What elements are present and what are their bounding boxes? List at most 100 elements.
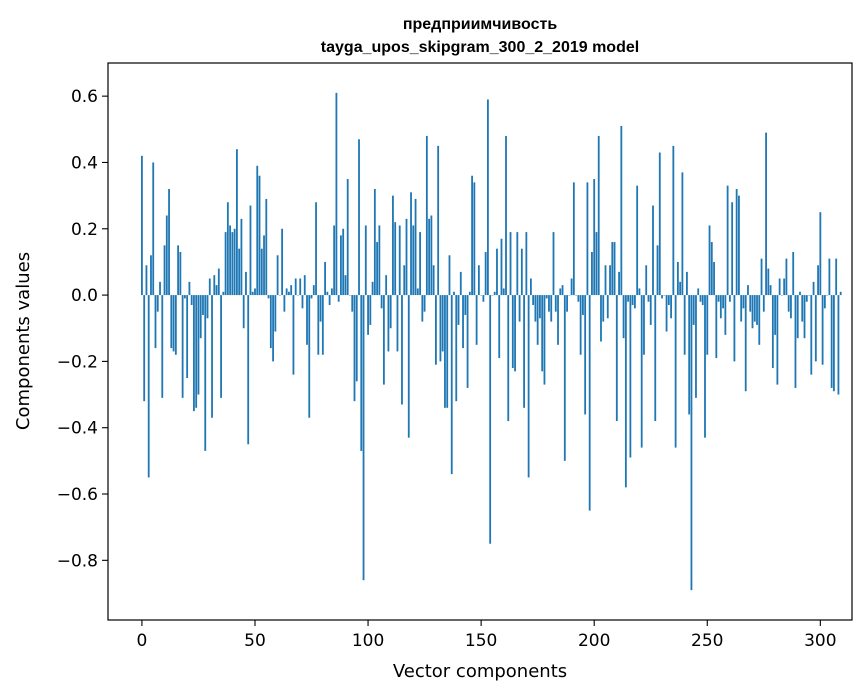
- bar: [466, 295, 469, 388]
- y-tick-label: −0.4: [57, 419, 98, 439]
- bar: [355, 295, 358, 382]
- bar: [152, 162, 155, 296]
- bar: [708, 225, 711, 296]
- bar: [529, 278, 532, 296]
- bar: [441, 295, 444, 352]
- y-tick-label: 0.0: [71, 286, 98, 306]
- x-tick-label: 100: [352, 631, 384, 651]
- bar: [170, 295, 173, 349]
- bar: [220, 295, 222, 398]
- bar: [532, 295, 535, 306]
- bar: [715, 295, 718, 359]
- bar: [421, 295, 424, 322]
- bar: [552, 232, 555, 296]
- bar: [274, 295, 277, 332]
- bar: [360, 295, 363, 451]
- bar: [799, 291, 801, 296]
- bar: [364, 225, 367, 296]
- bar: [545, 295, 548, 299]
- bar: [593, 179, 596, 296]
- bar: [794, 295, 797, 388]
- bar: [145, 265, 148, 296]
- bar: [699, 295, 702, 302]
- bar: [548, 295, 550, 312]
- bar: [283, 295, 286, 312]
- bar: [622, 295, 625, 339]
- bar: [215, 285, 218, 296]
- bar: [819, 212, 822, 296]
- bar: [229, 225, 232, 296]
- bar: [783, 278, 786, 296]
- bar: [823, 295, 826, 309]
- bar: [353, 295, 356, 402]
- bars-group: [141, 92, 842, 591]
- bar: [290, 285, 293, 296]
- bar: [767, 268, 770, 296]
- bar: [638, 288, 641, 296]
- bar: [450, 295, 453, 475]
- bar: [294, 278, 297, 296]
- bar: [403, 265, 406, 296]
- bar: [550, 295, 553, 322]
- bar: [254, 288, 256, 296]
- bar: [733, 295, 736, 362]
- bar: [457, 295, 460, 325]
- bar: [238, 248, 241, 296]
- bar: [683, 295, 686, 355]
- bar: [810, 295, 813, 375]
- bar: [459, 271, 462, 296]
- bar: [208, 278, 211, 296]
- x-tick-label: 250: [691, 631, 723, 651]
- y-tick-label: −0.2: [57, 352, 98, 372]
- bar: [765, 132, 767, 296]
- bar: [557, 295, 559, 345]
- bar: [792, 251, 795, 296]
- bar: [722, 295, 725, 309]
- bar: [195, 295, 198, 408]
- bar: [756, 295, 758, 325]
- bar: [226, 202, 229, 296]
- bar: [394, 222, 397, 296]
- bar: [643, 295, 645, 355]
- bar: [373, 188, 376, 296]
- bar: [335, 92, 338, 296]
- bar: [624, 295, 627, 488]
- bar: [634, 295, 636, 309]
- y-tick-label: −0.8: [57, 551, 98, 571]
- bar: [640, 295, 643, 448]
- y-tick-label: 0.4: [71, 153, 98, 173]
- bar: [231, 232, 234, 296]
- bar: [817, 265, 819, 296]
- y-tick-label: 0.2: [71, 220, 98, 240]
- bar: [796, 295, 799, 339]
- bar: [803, 295, 806, 339]
- bar: [738, 195, 740, 296]
- bar: [509, 232, 512, 296]
- bar: [667, 295, 670, 306]
- x-tick-label: 0: [137, 631, 148, 651]
- bar: [425, 135, 428, 296]
- bar: [265, 198, 268, 296]
- x-tick-label: 300: [804, 631, 836, 651]
- bar: [588, 295, 591, 511]
- bar: [256, 165, 259, 296]
- bar: [570, 278, 573, 296]
- bar: [272, 295, 274, 362]
- bar: [830, 295, 833, 388]
- bar: [652, 205, 654, 296]
- bar: [534, 295, 537, 322]
- bar: [566, 295, 568, 312]
- plot-frame: [107, 62, 853, 621]
- bar: [213, 275, 216, 296]
- bar: [174, 295, 177, 355]
- bar: [333, 225, 336, 296]
- bar: [686, 271, 688, 296]
- bar: [833, 295, 835, 392]
- bar: [181, 295, 184, 398]
- bar: [701, 295, 704, 306]
- bar: [514, 295, 516, 372]
- bar: [247, 295, 250, 445]
- bar: [317, 295, 320, 355]
- bar: [591, 251, 593, 296]
- bar: [222, 291, 225, 296]
